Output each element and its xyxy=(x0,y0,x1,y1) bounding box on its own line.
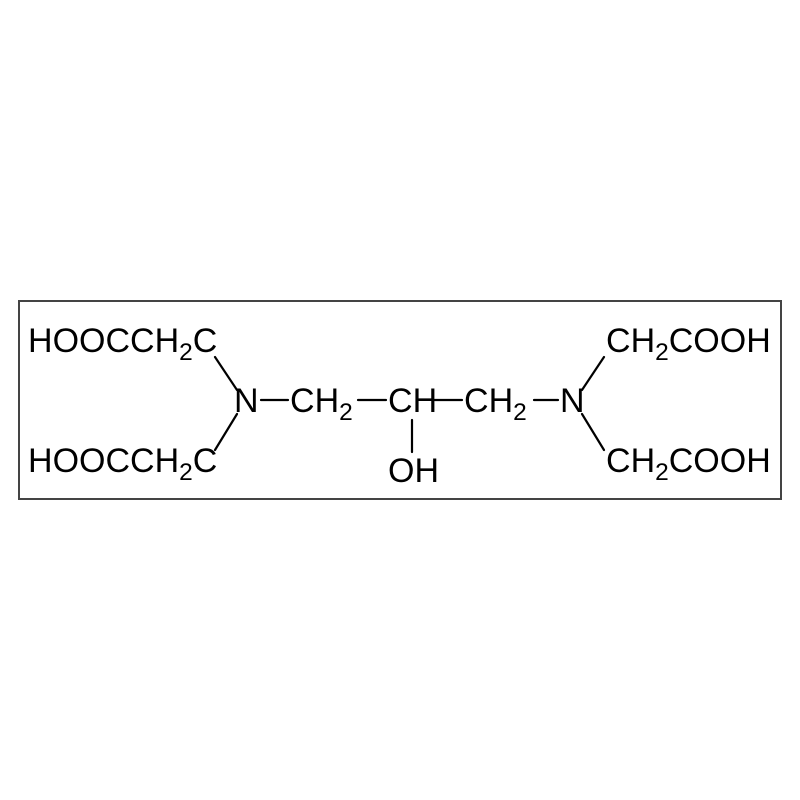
group-top-left: HOOCCH2C xyxy=(28,324,217,358)
chemical-structure-canvas: HOOCCH2C HOOCCH2C N CH2 CH CH2 N OH CH2C… xyxy=(0,0,800,800)
nitrogen-right: N xyxy=(560,384,585,418)
backbone-ch: CH xyxy=(388,384,437,418)
backbone-ch2-c: CH2 xyxy=(464,384,527,418)
hydroxyl-group: OH xyxy=(388,454,439,488)
group-bottom-left: HOOCCH2C xyxy=(28,444,217,478)
group-bottom-right: CH2COOH xyxy=(606,444,771,478)
group-top-right: CH2COOH xyxy=(606,324,771,358)
nitrogen-left: N xyxy=(234,384,259,418)
backbone-ch2-a: CH2 xyxy=(290,384,353,418)
